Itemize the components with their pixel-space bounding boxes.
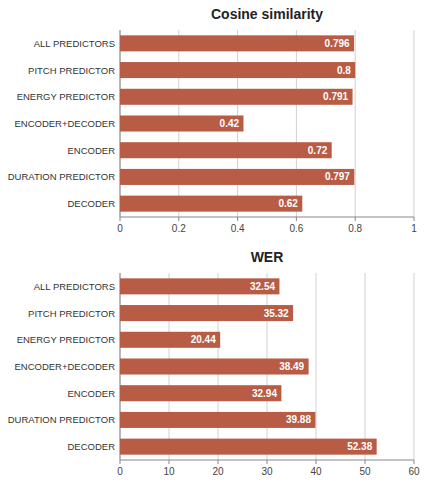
bar [120, 89, 353, 105]
category-label: ENCODER [67, 145, 115, 156]
data-label: 32.54 [250, 281, 275, 292]
data-label: 32.94 [252, 388, 277, 399]
grid-line [414, 273, 415, 460]
grid-line [365, 273, 366, 460]
tick-label: 10 [163, 466, 175, 477]
tick-label: 1 [411, 223, 417, 234]
bar [120, 278, 279, 294]
bars [120, 278, 377, 454]
x-axis-line [120, 217, 414, 218]
tick-mark [414, 460, 415, 464]
category-label: DURATION PREDICTOR [8, 171, 115, 182]
bar [120, 115, 243, 131]
tick-label: 0.8 [348, 223, 362, 234]
tick-label: 40 [310, 466, 322, 477]
tick-label: 50 [359, 466, 371, 477]
tick-mark [296, 217, 297, 221]
grid-line [296, 30, 297, 217]
tick-mark [316, 460, 317, 464]
bar [120, 35, 354, 51]
tick-label: 0 [117, 223, 123, 234]
grid-line [355, 30, 356, 217]
tick-label: 0 [117, 466, 123, 477]
tick-mark [120, 460, 121, 464]
chart-title: Cosine similarity [211, 6, 323, 22]
data-label: 0.72 [308, 145, 328, 156]
tick-label: 30 [261, 466, 273, 477]
data-label: 0.42 [220, 118, 240, 129]
data-label: 39.88 [286, 414, 311, 425]
tick-label: 0.2 [172, 223, 186, 234]
category-label: ALL PREDICTORS [34, 281, 115, 292]
bar [120, 332, 220, 348]
data-label: 0.797 [325, 171, 350, 182]
labels: 32.54 ALL PREDICTORS 35.32 PITCH PREDICTOR 2… [8, 281, 373, 452]
category-label: PITCH PREDICTOR [28, 65, 115, 76]
bars [120, 35, 355, 211]
bar [120, 169, 354, 185]
data-label: 0.796 [325, 38, 350, 49]
figure: Cosine similarity 0 0.2 0.4 0.6 0.8 1 0.796 ALL … [0, 0, 430, 486]
tick-mark [218, 460, 219, 464]
tick-label: 0.4 [231, 223, 245, 234]
bar [120, 358, 309, 374]
category-label: PITCH PREDICTOR [28, 308, 115, 319]
tick-mark [237, 217, 238, 221]
category-label: ENERGY PREDICTOR [17, 91, 116, 102]
tick-label: 0.6 [289, 223, 303, 234]
bar [120, 62, 355, 78]
grid-line [316, 273, 317, 460]
data-label: 0.8 [337, 65, 351, 76]
tick-mark [120, 217, 121, 221]
category-label: DURATION PREDICTOR [8, 414, 115, 425]
data-label: 35.32 [264, 308, 289, 319]
data-label: 52.38 [347, 441, 372, 452]
grid-line [414, 30, 415, 217]
chart-panel: WER 0 10 20 30 40 50 60 32.54 ALL PREDICTORS 35.32… [8, 249, 420, 477]
bar [120, 305, 293, 321]
category-label: DECODER [67, 198, 115, 209]
labels: 0.796 ALL PREDICTORS 0.8 PITCH PREDICTOR 0.7… [8, 38, 352, 209]
tick-mark [178, 217, 179, 221]
tick-mark [267, 460, 268, 464]
tick-mark [414, 217, 415, 221]
tick-mark [169, 460, 170, 464]
bar [120, 412, 315, 428]
tick-label: 20 [212, 466, 224, 477]
bar [120, 142, 332, 158]
bar [120, 196, 302, 212]
category-label: DECODER [67, 441, 115, 452]
chart-title: WER [251, 249, 284, 265]
tick-label: 60 [408, 466, 420, 477]
data-label: 20.44 [191, 334, 216, 345]
tick-mark [365, 460, 366, 464]
category-label: ENERGY PREDICTOR [17, 334, 116, 345]
category-label: ENCODER+DECODER [14, 118, 115, 129]
tick-mark [355, 217, 356, 221]
data-label: 0.791 [323, 91, 348, 102]
data-label: 38.49 [279, 361, 304, 372]
data-label: 0.62 [278, 198, 298, 209]
category-label: ALL PREDICTORS [34, 38, 115, 49]
bar [120, 385, 281, 401]
category-label: ENCODER+DECODER [14, 361, 115, 372]
category-label: ENCODER [67, 388, 115, 399]
bar [120, 439, 377, 455]
x-axis-line [120, 460, 414, 461]
chart-panel: Cosine similarity 0 0.2 0.4 0.6 0.8 1 0.796 ALL … [8, 6, 418, 234]
